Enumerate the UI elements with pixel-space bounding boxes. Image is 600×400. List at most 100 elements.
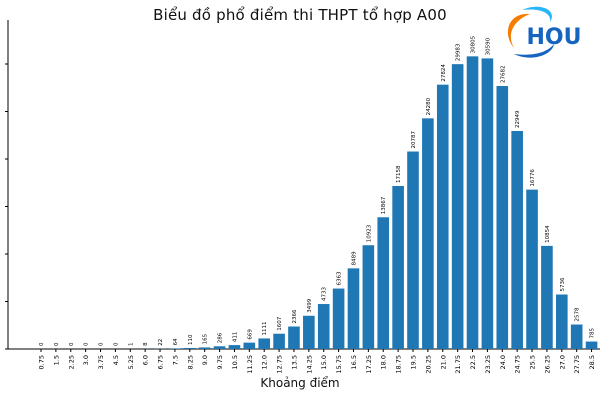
bar-value-label: 286 — [218, 332, 224, 343]
bar — [169, 348, 181, 349]
x-tick-label: 9.75 — [216, 355, 224, 369]
bar — [466, 56, 479, 349]
bar — [362, 245, 375, 349]
bar-value-label: 8 — [143, 342, 149, 346]
bar-value-label: 13867 — [381, 196, 387, 214]
chart-title: Biểu đồ phổ điểm thi THPT tổ hợp A00 — [153, 6, 447, 24]
bar-value-label: 5736 — [560, 277, 566, 291]
x-tick-label: 18.75 — [395, 355, 403, 374]
bar-value-label: 64 — [173, 338, 179, 345]
bar-value-label: 6363 — [337, 271, 343, 285]
bar — [570, 324, 583, 349]
bar-value-label: 0 — [113, 342, 119, 346]
bar-value-label: 10923 — [366, 224, 372, 242]
bar-value-label: 8489 — [351, 251, 357, 265]
x-tick-label: 4.5 — [112, 355, 120, 365]
x-tick-label: 18.0 — [380, 355, 388, 369]
bar-value-label: 4733 — [322, 287, 328, 301]
bar-value-label: 27682 — [500, 66, 506, 84]
x-tick-label: 25.5 — [529, 355, 537, 369]
x-tick-label: 26.25 — [543, 355, 551, 374]
x-tick-label: 21.0 — [439, 355, 447, 369]
x-tick-label: 21.75 — [454, 355, 462, 374]
bar — [184, 347, 196, 349]
x-tick-label: 11.25 — [246, 355, 254, 374]
bar — [243, 342, 256, 349]
bar — [273, 333, 285, 349]
bar — [451, 64, 464, 349]
bar-value-label: 29983 — [456, 43, 462, 61]
x-tick-label: 10.5 — [231, 355, 239, 369]
bar-value-label: 1111 — [262, 321, 268, 335]
bar-value-label: 165 — [203, 333, 209, 344]
bar — [258, 338, 270, 349]
x-tick-label: 3.75 — [97, 355, 105, 369]
bar — [407, 151, 419, 349]
bar — [347, 268, 360, 349]
x-tick-label: 23.25 — [484, 355, 492, 374]
logo-swoosh-orange — [507, 13, 530, 49]
bar-value-label: 2366 — [292, 309, 298, 323]
bar-value-label: 669 — [247, 329, 253, 340]
bar — [496, 86, 509, 350]
bar — [392, 186, 404, 349]
bar-value-label: 110 — [188, 334, 194, 345]
bar-value-label: 0 — [84, 342, 90, 346]
bar — [481, 58, 494, 350]
bar — [511, 130, 523, 349]
bar-value-label: 1 — [128, 342, 134, 346]
bar-value-label: 16776 — [530, 169, 536, 187]
x-tick-label: 12.75 — [276, 355, 284, 374]
x-tick-label: 14.25 — [305, 355, 313, 374]
bar-value-label: 2578 — [575, 307, 581, 321]
x-tick-label: 19.5 — [410, 355, 418, 369]
bar — [303, 315, 315, 349]
bar — [198, 347, 211, 349]
hou-logo: HOU — [507, 6, 582, 58]
x-tick-label: 6.75 — [157, 355, 165, 369]
x-tick-label: 6.0 — [142, 355, 150, 365]
x-tick-label: 24.0 — [499, 355, 507, 369]
x-tick-label: 9.0 — [201, 355, 209, 365]
bar-value-label: 785 — [590, 328, 596, 339]
bar-value-label: 3499 — [307, 298, 313, 312]
x-tick-label: 17.25 — [365, 355, 373, 374]
x-axis-label: Khoảng điểm — [260, 376, 340, 390]
x-tick-label: 16.5 — [350, 355, 358, 369]
bar-value-label: 10854 — [545, 225, 551, 243]
bar-value-label: 1607 — [277, 316, 283, 330]
x-tick-label: 20.25 — [424, 355, 432, 374]
bar — [213, 346, 226, 349]
bar — [288, 326, 300, 349]
x-tick-label: 0.75 — [38, 355, 46, 369]
logo-swoosh-blue — [514, 44, 554, 58]
bar-value-label: 17158 — [396, 165, 402, 183]
bar — [526, 189, 538, 349]
bar — [436, 84, 449, 350]
x-tick-label: 12.0 — [261, 355, 269, 369]
bar-value-label: 0 — [99, 342, 105, 346]
bar-value-label: 27824 — [441, 64, 447, 82]
x-tick-label: 8.25 — [186, 355, 194, 369]
bar-value-label: 30805 — [471, 35, 477, 53]
x-tick-label: 28.5 — [588, 355, 596, 369]
bar — [422, 118, 434, 349]
bar-value-label: 20787 — [411, 131, 417, 149]
bar — [332, 288, 345, 349]
x-tick-label: 27.0 — [558, 355, 566, 369]
x-tick-label: 1.5 — [52, 355, 60, 365]
bar-value-label: 30590 — [485, 37, 491, 55]
x-tick-label: 7.5 — [171, 355, 179, 365]
x-tick-label: 13.5 — [290, 355, 298, 369]
logo-text: HOU — [527, 25, 582, 50]
x-tick-label: 24.75 — [514, 355, 522, 374]
bar-value-label: 24280 — [426, 97, 432, 115]
bar — [541, 245, 553, 349]
logo-swoosh-lightblue — [522, 6, 552, 22]
x-tick-label: 22.5 — [469, 355, 477, 369]
x-tick-label: 15.0 — [320, 355, 328, 369]
bar — [377, 217, 390, 349]
bar — [556, 294, 568, 349]
